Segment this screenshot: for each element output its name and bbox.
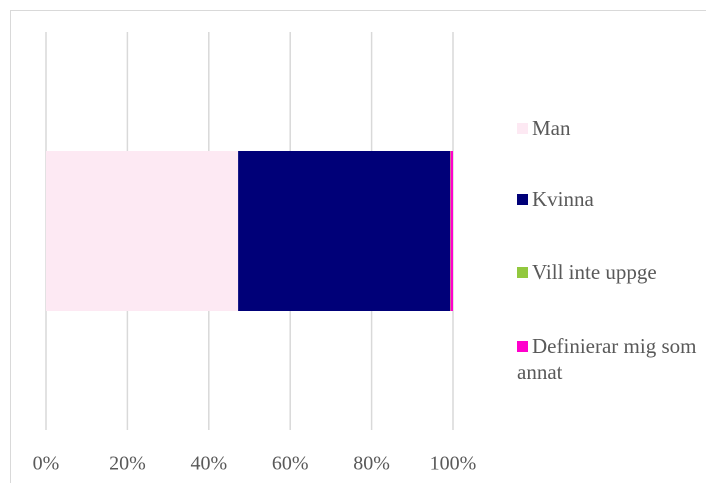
legend-item: Definierar mig som annat [517, 333, 702, 385]
chart-border [10, 10, 706, 483]
legend-swatch [517, 123, 528, 134]
legend-item: Man [517, 115, 702, 141]
x-tick-label: 60% [272, 453, 309, 475]
x-tick-label: 40% [190, 453, 227, 475]
legend-label: Man [532, 116, 571, 140]
x-tick-label: 100% [430, 453, 477, 475]
bar-segment [238, 151, 451, 311]
x-tick-label: 0% [33, 453, 60, 475]
legend-label: Kvinna [532, 187, 594, 211]
legend-label: Vill inte uppge [532, 260, 657, 284]
legend-label: Definierar mig som annat [517, 334, 697, 384]
x-tick-label: 80% [353, 453, 390, 475]
legend-item: Vill inte uppge [517, 259, 702, 285]
x-tick-label: 20% [109, 453, 146, 475]
legend-item: Kvinna [517, 186, 702, 212]
bar-segment [46, 151, 239, 311]
legend-swatch [517, 194, 528, 205]
legend-swatch [517, 341, 528, 352]
bar-segment [450, 151, 453, 311]
legend-swatch [517, 267, 528, 278]
